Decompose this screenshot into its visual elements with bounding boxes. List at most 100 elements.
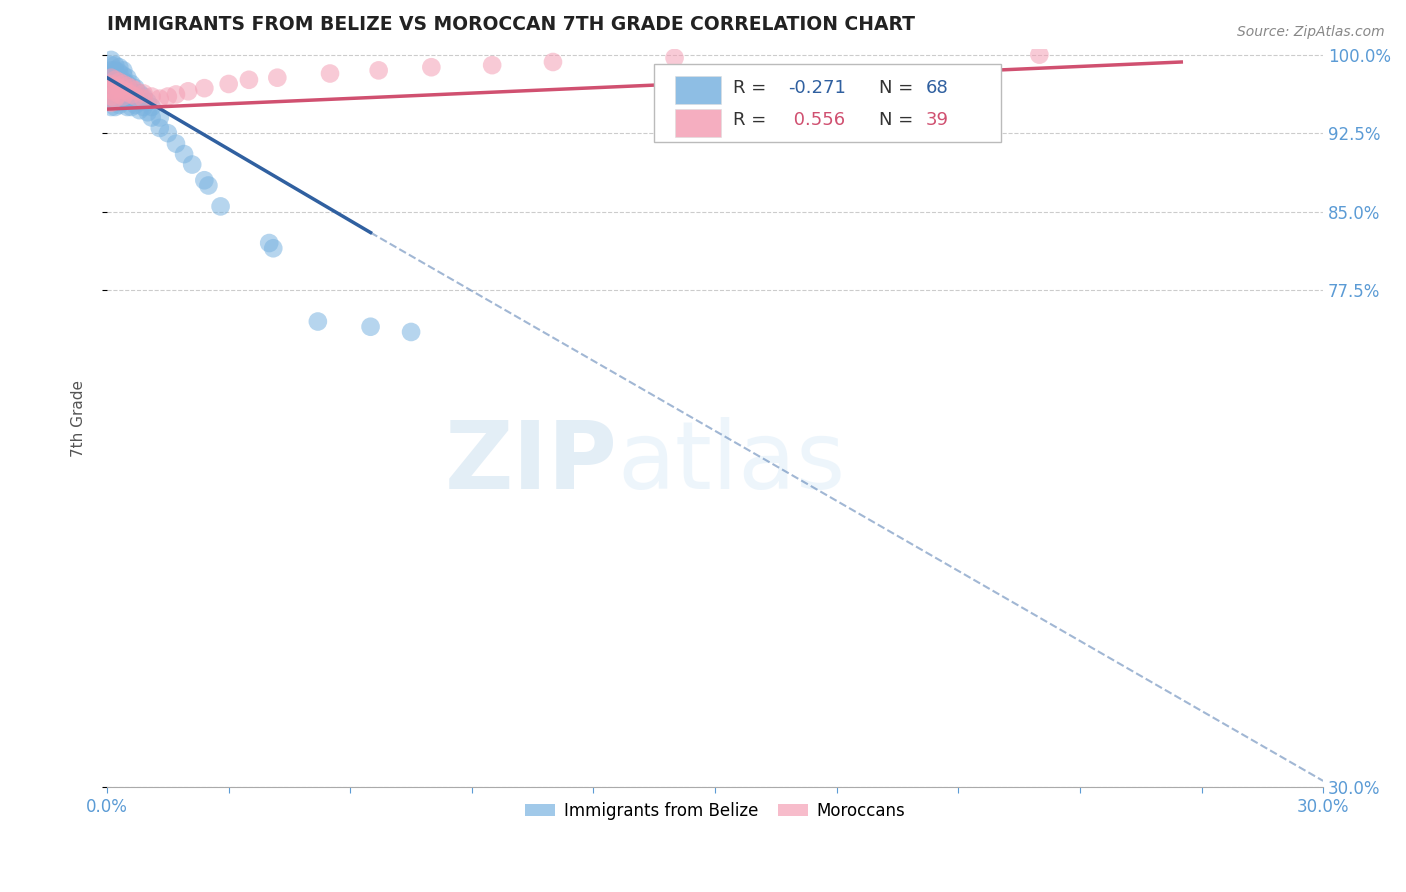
Point xyxy=(112,74,135,88)
Point xyxy=(120,100,142,114)
Point xyxy=(104,86,127,100)
Text: -0.271: -0.271 xyxy=(789,78,846,96)
Point xyxy=(104,78,127,93)
Text: 0.556: 0.556 xyxy=(789,112,845,129)
Point xyxy=(104,92,127,106)
Text: IMMIGRANTS FROM BELIZE VS MOROCCAN 7TH GRADE CORRELATION CHART: IMMIGRANTS FROM BELIZE VS MOROCCAN 7TH G… xyxy=(107,15,915,34)
Point xyxy=(108,82,131,96)
Point xyxy=(481,58,503,72)
Text: N =: N = xyxy=(879,112,920,129)
Point xyxy=(120,77,142,91)
Point xyxy=(149,111,172,125)
Point xyxy=(100,77,122,91)
Point xyxy=(104,100,127,114)
Point xyxy=(124,89,146,103)
Y-axis label: 7th Grade: 7th Grade xyxy=(72,380,86,457)
Point xyxy=(399,325,422,339)
Point xyxy=(104,74,127,88)
Point xyxy=(117,86,139,100)
Point xyxy=(141,100,163,114)
Point xyxy=(100,95,122,109)
Point xyxy=(117,84,139,98)
Point xyxy=(149,120,172,135)
Point xyxy=(128,103,150,117)
Point xyxy=(132,92,155,106)
Point xyxy=(104,69,127,83)
Point xyxy=(108,60,131,74)
Point xyxy=(117,78,139,93)
Point xyxy=(108,93,131,107)
Point xyxy=(112,95,135,109)
Point xyxy=(104,58,127,72)
Point xyxy=(117,100,139,114)
Point xyxy=(664,51,686,65)
Point xyxy=(360,319,382,334)
Point xyxy=(193,173,215,187)
Point xyxy=(108,75,131,89)
Point xyxy=(124,89,146,103)
Point xyxy=(108,81,131,95)
Point xyxy=(117,70,139,85)
Text: R =: R = xyxy=(734,112,772,129)
Point xyxy=(104,89,127,103)
Point xyxy=(165,87,187,102)
Point xyxy=(120,92,142,106)
Point xyxy=(136,95,159,109)
Point xyxy=(209,199,232,213)
Point xyxy=(104,72,127,87)
Point xyxy=(100,63,122,78)
Point xyxy=(541,55,564,70)
Point xyxy=(124,98,146,112)
Text: 68: 68 xyxy=(925,78,948,96)
Point xyxy=(100,89,122,103)
Point xyxy=(132,89,155,103)
Point xyxy=(420,60,443,74)
Point xyxy=(257,235,280,250)
Point xyxy=(100,95,122,110)
Point xyxy=(128,87,150,101)
FancyBboxPatch shape xyxy=(654,64,1001,142)
Point xyxy=(104,78,127,93)
Point xyxy=(165,136,187,151)
Point xyxy=(197,178,219,193)
Point xyxy=(104,63,127,78)
Point xyxy=(100,53,122,67)
FancyBboxPatch shape xyxy=(675,109,721,136)
Point xyxy=(108,87,131,102)
FancyBboxPatch shape xyxy=(675,76,721,103)
Point xyxy=(117,92,139,106)
Point xyxy=(124,81,146,95)
Point xyxy=(112,69,135,83)
Point xyxy=(112,87,135,102)
Point xyxy=(156,126,179,140)
Point xyxy=(128,95,150,109)
Point xyxy=(100,83,122,97)
Text: 39: 39 xyxy=(925,112,949,129)
Text: N =: N = xyxy=(879,78,920,96)
Point xyxy=(120,87,142,102)
Point xyxy=(1028,47,1050,62)
Point xyxy=(100,84,122,98)
Point xyxy=(104,95,127,109)
Point xyxy=(181,157,204,171)
Point xyxy=(100,70,122,85)
Point xyxy=(100,100,122,114)
Point xyxy=(262,241,284,255)
Point xyxy=(100,58,122,72)
Text: Source: ZipAtlas.com: Source: ZipAtlas.com xyxy=(1237,25,1385,39)
Point xyxy=(112,83,135,97)
Text: ZIP: ZIP xyxy=(444,417,617,508)
Point xyxy=(156,89,179,103)
Point xyxy=(132,100,155,114)
Point xyxy=(141,89,163,103)
Point xyxy=(108,77,131,91)
Point xyxy=(100,69,122,83)
Point xyxy=(173,147,195,161)
Point xyxy=(124,83,146,97)
Point xyxy=(112,63,135,78)
Point xyxy=(117,77,139,91)
Point xyxy=(108,70,131,85)
Point xyxy=(104,84,127,98)
Point xyxy=(193,81,215,95)
Point xyxy=(100,78,122,93)
